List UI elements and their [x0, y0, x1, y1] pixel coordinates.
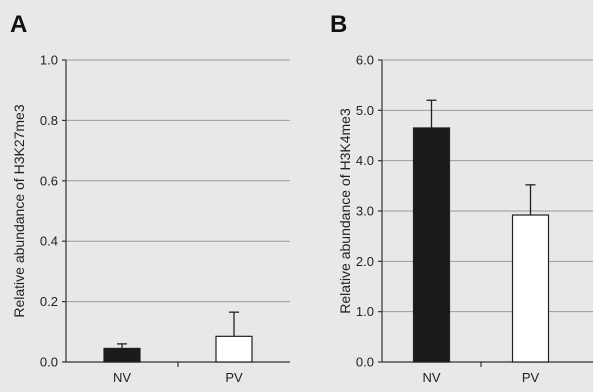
y-tick-label: 0.0	[40, 355, 58, 370]
x-tick-label: PV	[225, 370, 243, 385]
y-tick-label: 1.0	[356, 304, 374, 319]
y-tick-label: 1.0	[40, 53, 58, 68]
y-axis-title: Relative abundance of H3K27me3	[11, 104, 27, 317]
bar-nv	[103, 347, 141, 363]
bar-nv	[412, 127, 451, 363]
y-tick-label: 0.4	[40, 234, 58, 249]
y-tick-label: 0.0	[356, 355, 374, 370]
y-tick-label: 2.0	[356, 254, 374, 269]
x-tick-label: PV	[522, 370, 540, 385]
y-tick-label: 3.0	[356, 204, 374, 219]
y-tick-label: 4.0	[356, 153, 374, 168]
y-tick-label: 0.8	[40, 113, 58, 128]
y-tick-label: 5.0	[356, 103, 374, 118]
bar-pv	[511, 214, 550, 363]
panel-letter: A	[10, 11, 27, 38]
y-tick-label: 0.2	[40, 294, 58, 309]
panel-a: A 0.0 0.2 0.4 0.6 0.8 1.0 Relative abundance of…	[10, 11, 290, 385]
y-axis-title: Relative abundance of H3K4me3	[337, 108, 353, 314]
y-tick-label: 0.6	[40, 173, 58, 188]
bar-pv	[215, 335, 253, 363]
x-tick-label: NV	[113, 370, 131, 385]
y-tick-label: 6.0	[356, 53, 374, 68]
panel-b: B 0.0 1.0 2.0 3.0 4.0 5.0 6.0 Relative abundance…	[330, 11, 593, 385]
panel-letter: B	[330, 11, 347, 38]
x-tick-label: NV	[422, 370, 440, 385]
